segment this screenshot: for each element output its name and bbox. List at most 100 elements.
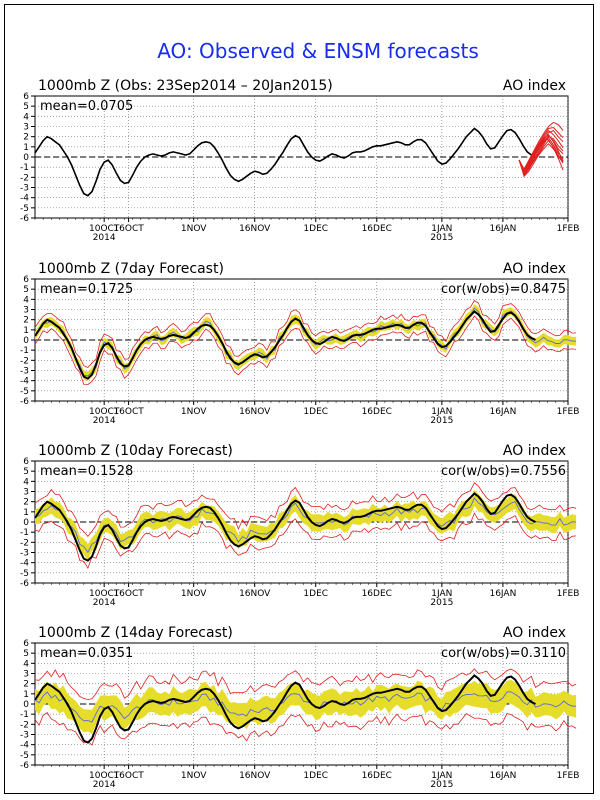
x-tick-year: 2015 [430,780,453,790]
x-tick-label: 1JAN [431,589,452,599]
ensemble-mean-line [34,691,577,723]
y-tick-label: -5 [20,569,29,579]
y-tick-label: 0 [23,153,29,163]
x-tick-label: 1JAN [431,771,452,781]
y-tick-label: -3 [20,184,29,194]
ensemble-max-line [34,299,577,368]
x-tick-label: 1DEC [303,771,328,781]
x-tick-year: 2014 [93,233,116,243]
panel-label-right: AO index [503,78,566,94]
y-tick-label: 3 [23,670,29,680]
y-tick-label: 2 [23,316,29,326]
panel-label-right: AO index [503,625,566,641]
y-tick-label: 2 [23,498,29,508]
x-tick-label: 1JAN [431,407,452,417]
y-tick-label: 3 [23,488,29,498]
x-tick-label: 10OCT [89,224,120,234]
x-tick-year: 2014 [93,598,116,608]
y-tick-label: -1 [20,710,29,720]
y-tick-label: -2 [20,538,29,548]
x-tick-label: 16JAN [489,771,516,781]
y-tick-label: -4 [20,741,29,751]
y-tick-label: 0 [23,700,29,710]
panel-title: 1000mb Z (Obs: 23Sep2014 – 20Jan2015) [38,78,333,94]
y-tick-label: -2 [20,173,29,183]
y-tick-label: 1 [23,326,29,336]
y-tick-label: 4 [23,295,29,305]
x-tick-year: 2015 [430,233,453,243]
y-tick-label: 3 [23,123,29,133]
x-tick-label: 1FEB [557,589,580,599]
x-tick-year: 2015 [430,416,453,426]
panel-title: 1000mb Z (14day Forecast) [38,625,233,641]
panel-label-right: AO index [503,443,566,459]
x-tick-year: 2015 [430,598,453,608]
y-tick-label: 0 [23,336,29,346]
y-tick-label: 6 [23,457,29,467]
x-tick-label: 16OCT [113,224,144,234]
x-tick-label: 16OCT [113,407,144,417]
y-tick-label: 5 [23,102,29,112]
y-tick-label: -5 [20,204,29,214]
y-tick-label: -2 [20,356,29,366]
y-tick-label: -4 [20,559,29,569]
x-tick-label: 16NOV [239,771,271,781]
y-tick-label: -6 [20,397,29,407]
ensemble-max-line [34,482,577,538]
panel-title: 1000mb Z (10day Forecast) [38,443,233,459]
x-tick-label: 16NOV [239,224,271,234]
stat-mean: mean=0.0351 [40,646,133,661]
y-tick-label: -3 [20,549,29,559]
x-tick-label: 1DEC [303,589,328,599]
y-tick-label: -3 [20,367,29,377]
x-tick-label: 16OCT [113,771,144,781]
ensemble-mean-line [34,497,577,554]
x-tick-label: 16DEC [362,407,392,417]
ensemble-min-line [34,315,577,386]
forecast-member-line [518,134,564,175]
x-tick-label: 10OCT [89,589,120,599]
panel-label-right: AO index [503,261,566,277]
y-tick-label: 1 [23,508,29,518]
y-tick-label: 1 [23,143,29,153]
figure-frame [4,4,594,794]
x-tick-label: 1DEC [303,224,328,234]
x-tick-label: 10OCT [89,771,120,781]
stat-mean: mean=0.0705 [40,99,133,114]
y-tick-label: -6 [20,214,29,224]
x-tick-label: 1FEB [557,407,580,417]
observed-line [34,492,536,562]
y-tick-label: -1 [20,528,29,538]
x-tick-label: 16DEC [362,224,392,234]
y-tick-label: -1 [20,163,29,173]
ensemble-min-line [34,712,577,746]
y-tick-label: 4 [23,112,29,122]
y-tick-label: 6 [23,275,29,285]
observed-line [34,674,536,744]
y-tick-label: -3 [20,731,29,741]
ensemble-spread-band [35,679,577,735]
x-tick-label: 1NOV [181,771,207,781]
y-tick-label: 5 [23,285,29,295]
x-tick-label: 10OCT [89,407,120,417]
y-tick-label: -5 [20,387,29,397]
x-tick-label: 16DEC [362,589,392,599]
x-tick-label: 16JAN [489,589,516,599]
y-tick-label: 4 [23,659,29,669]
y-tick-label: 6 [23,92,29,102]
observed-line [34,310,536,380]
stat-mean: mean=0.1725 [40,282,133,297]
x-tick-label: 16NOV [239,407,271,417]
y-tick-label: 1 [23,690,29,700]
y-tick-label: -5 [20,751,29,761]
x-tick-label: 16DEC [362,771,392,781]
y-tick-label: -2 [20,720,29,730]
ensemble-min-line [34,512,577,570]
ensemble-max-line [34,668,577,700]
stat-mean: mean=0.1528 [40,464,133,479]
